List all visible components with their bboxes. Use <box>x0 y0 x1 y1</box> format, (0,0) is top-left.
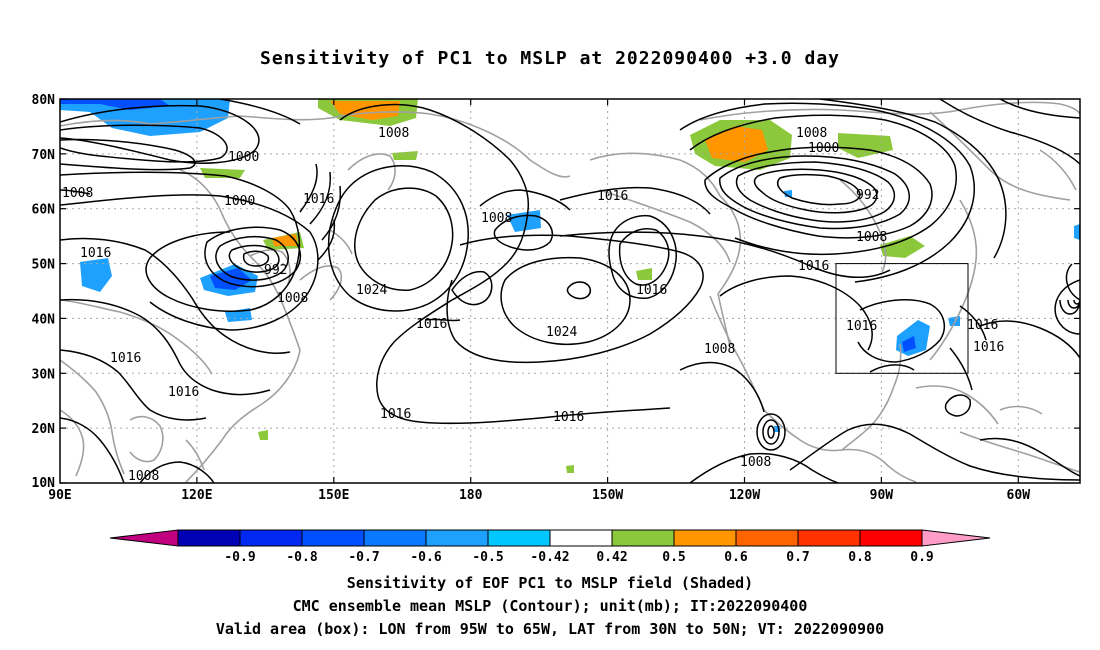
lon-label: 120W <box>729 488 760 503</box>
contour-label: 992 <box>264 263 287 278</box>
colorbar-box <box>611 529 675 547</box>
contour-label: 1000 <box>228 150 259 165</box>
colorbar-box <box>487 529 551 547</box>
colorbar-label: -0.5 <box>472 550 503 565</box>
colorbar-label: -0.7 <box>348 550 379 565</box>
caption-valid-area: Valid area (box): LON from 95W to 65W, L… <box>215 620 885 638</box>
colorbar-label: -0.9 <box>224 550 255 565</box>
lat-label: 70N <box>32 148 56 163</box>
contour-label: 1008 <box>481 211 512 226</box>
mslp-contours <box>60 99 1080 483</box>
caption-shading: Sensitivity of EOF PC1 to MSLP field (Sh… <box>346 574 754 592</box>
contour-label: 1016 <box>380 407 411 422</box>
lon-label: 180 <box>459 488 483 503</box>
lon-label: 60W <box>1007 488 1031 503</box>
lat-label: 30N <box>32 367 56 382</box>
contour-label: 1008 <box>62 186 93 201</box>
colorbar-label: -0.8 <box>286 550 317 565</box>
contour-label: 1008 <box>277 291 308 306</box>
contour-label: 1008 <box>704 342 735 357</box>
caption-contour: CMC ensemble mean MSLP (Contour); unit(m… <box>292 597 808 615</box>
colorbar-box <box>239 529 303 547</box>
contour-label: 1016 <box>846 319 877 334</box>
map-title: Sensitivity of PC1 to MSLP at 2022090400… <box>259 48 840 69</box>
lon-label: 150W <box>592 488 623 503</box>
contour-label: 1016 <box>553 410 584 425</box>
contour-label: 1008 <box>856 230 887 245</box>
contour-label: 1016 <box>303 192 334 207</box>
lat-label: 10N <box>32 476 56 491</box>
lon-label: 150E <box>318 488 349 503</box>
colorbar-box <box>301 529 365 547</box>
colorbar-right-triangle <box>921 529 991 547</box>
contour-label: 1016 <box>973 340 1004 355</box>
colorbar-box <box>735 529 799 547</box>
colorbar-box <box>549 529 613 547</box>
colorbar-box <box>673 529 737 547</box>
contour-label: 1016 <box>798 259 829 274</box>
lat-label: 40N <box>32 312 56 327</box>
contour-label: 1008 <box>128 469 159 484</box>
lat-label: 80N <box>32 93 56 108</box>
colorbar-label: 0.5 <box>662 550 685 565</box>
contour-label: 1024 <box>356 283 387 298</box>
colorbar-label: 0.6 <box>724 550 748 565</box>
contour-label: 1016 <box>636 283 667 298</box>
latitude-axis: 80N 70N 60N 50N 40N 30N 20N 10N <box>32 93 1080 491</box>
colorbar-label: -0.42 <box>530 550 569 565</box>
contour-label: 1016 <box>110 351 141 366</box>
colorbar-label: 0.42 <box>596 550 627 565</box>
colorbar-label: 0.9 <box>910 550 933 565</box>
contour-label: 1008 <box>378 126 409 141</box>
lat-label: 50N <box>32 258 56 273</box>
contour-label: 992 <box>856 188 879 203</box>
colorbar-box <box>797 529 861 547</box>
contour-label: 1016 <box>416 317 447 332</box>
colorbar-label: 0.7 <box>786 550 809 565</box>
lat-label: 20N <box>32 422 56 437</box>
plot-frame <box>59 98 1081 484</box>
contour-label: 1016 <box>168 385 199 400</box>
lat-lon-grid <box>60 99 1080 483</box>
lat-label: 60N <box>32 203 56 218</box>
valid-area-box <box>835 263 969 374</box>
colorbar-label: 0.8 <box>848 550 872 565</box>
colorbar-label: -0.6 <box>410 550 441 565</box>
contour-label: 1000 <box>808 141 839 156</box>
contour-label: 1008 <box>740 455 771 470</box>
lon-label: 90E <box>48 488 71 503</box>
colorbar-box <box>177 529 241 547</box>
contour-label: 1016 <box>967 318 998 333</box>
lon-label: 120E <box>181 488 212 503</box>
longitude-axis: 90E 120E 150E 180 150W 120W 90W 60W <box>48 99 1030 503</box>
contour-label: 1008 <box>796 126 827 141</box>
contour-labels: 1008 1000 1008 1000 1016 1008 1016 1008 … <box>62 126 1004 484</box>
contour-label: 1024 <box>546 325 577 340</box>
colorbar-box <box>425 529 489 547</box>
colorbar-box <box>859 529 923 547</box>
contour-label: 1000 <box>224 194 255 209</box>
contour-label: 1016 <box>80 246 111 261</box>
lon-label: 90W <box>870 488 894 503</box>
colorbar-box <box>363 529 427 547</box>
contour-label: 1016 <box>597 189 628 204</box>
coastlines <box>60 101 1080 483</box>
colorbar-left-triangle <box>109 529 179 547</box>
colorbar: -0.9 -0.8 -0.7 -0.6 -0.5 -0.42 0.42 0.5 0.6 0.7 0.… <box>109 529 991 565</box>
